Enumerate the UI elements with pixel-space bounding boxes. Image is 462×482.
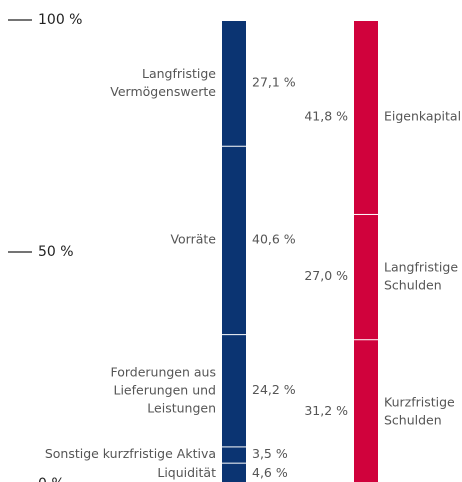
y-tick-label: 0 % bbox=[38, 476, 65, 482]
value-label: 4,6 % bbox=[252, 465, 288, 480]
bar-segment bbox=[222, 21, 246, 146]
segment-name: Kurzfristige Schulden bbox=[384, 394, 455, 427]
value-label: 41,8 % bbox=[304, 108, 348, 123]
bar-segment bbox=[354, 21, 378, 214]
segment-name: Eigenkapital bbox=[384, 108, 461, 123]
bar-segment bbox=[222, 146, 246, 335]
segment-name: Sonstige kurzfristige Aktiva bbox=[45, 446, 216, 461]
value-label: 31,2 % bbox=[304, 403, 348, 418]
value-label: 24,2 % bbox=[252, 382, 296, 397]
bar-segment bbox=[222, 447, 246, 463]
bar-segment bbox=[222, 335, 246, 447]
segment-name: Langfristige Vermögenswerte bbox=[110, 65, 216, 98]
value-label: 40,6 % bbox=[252, 231, 296, 246]
segment-name: Vorräte bbox=[170, 231, 216, 246]
value-label: 27,0 % bbox=[304, 268, 348, 283]
y-tick-label: 50 % bbox=[38, 244, 74, 260]
segment-name: Liquidität bbox=[157, 465, 216, 480]
value-label: 3,5 % bbox=[252, 446, 288, 461]
value-label: 27,1 % bbox=[252, 74, 296, 89]
bar-segment bbox=[354, 214, 378, 340]
bar-segment bbox=[222, 463, 246, 482]
y-tick-label: 100 % bbox=[38, 12, 82, 28]
bar-segment bbox=[354, 340, 378, 482]
segment-name: Forderungen aus Lieferungen und Leistungen bbox=[110, 364, 216, 415]
segment-name: Langfristige Schulden bbox=[384, 259, 458, 292]
